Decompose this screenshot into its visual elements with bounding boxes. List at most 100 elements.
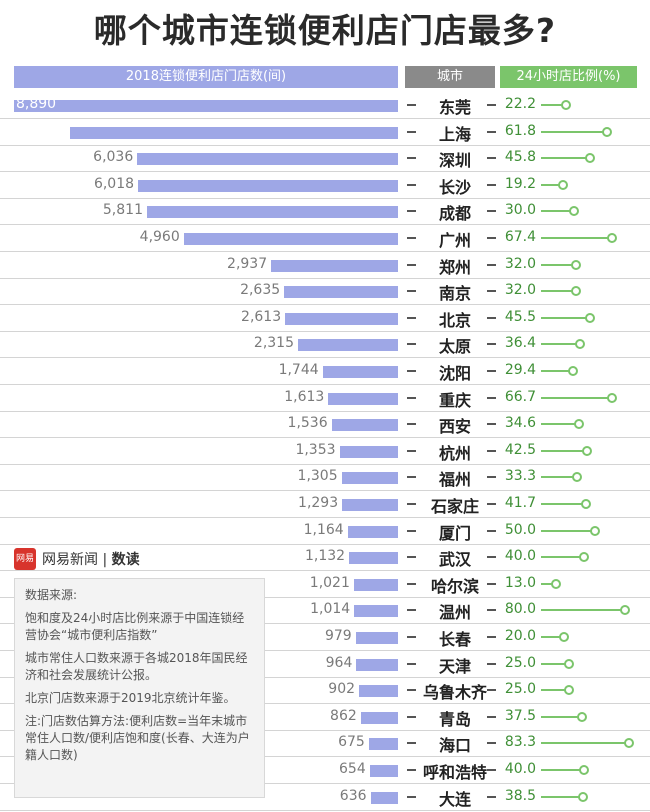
row-connector <box>487 183 496 186</box>
pct-dot <box>551 578 562 589</box>
store-count-label: 1,014 <box>310 601 351 618</box>
pct-dot <box>579 552 590 563</box>
pct-stem <box>541 529 593 532</box>
store-count-bar <box>137 153 398 166</box>
city-label: 温州 <box>438 603 471 623</box>
pct-stem <box>541 769 583 771</box>
pct-dot <box>575 339 586 350</box>
pct-stem <box>541 662 567 665</box>
notes-source-title: 数据来源: <box>25 588 78 602</box>
row-connector <box>487 689 496 692</box>
row-connector <box>407 157 416 160</box>
row-connector <box>487 503 496 505</box>
chart-row: 1,132 武汉 40.0 <box>0 544 650 572</box>
pct-stem <box>541 157 589 160</box>
pct-dot <box>568 206 579 217</box>
row-connector <box>407 290 416 293</box>
row-connector <box>407 263 416 266</box>
row-connector <box>487 742 496 745</box>
city-label: 郑州 <box>438 257 471 277</box>
netease-news-logo: 网易 网易新闻 | 数读 <box>14 547 140 571</box>
notes-source-2: 城市常住人口数来源于各城2018年国民经济和社会发展统计公报。 <box>25 651 248 682</box>
chart-row: 6,036 深圳 45.8 <box>0 145 650 173</box>
row-connector <box>487 476 496 479</box>
pct-stem <box>541 582 555 585</box>
city-label: 重庆 <box>438 390 471 410</box>
row-connector <box>407 237 416 239</box>
chart-row: 862 青岛 37.5 <box>0 704 650 731</box>
pct-stem <box>541 237 611 239</box>
store-count-label: 2,315 <box>253 335 294 352</box>
row-connector <box>487 237 496 239</box>
pct-stem <box>541 636 562 638</box>
pct-stem <box>541 290 574 293</box>
store-count-bar <box>369 765 398 777</box>
store-count-label: 4,960 <box>139 229 180 245</box>
pct-dot <box>581 445 592 456</box>
netease-logo-icon: 网易 <box>14 548 36 570</box>
pct-column-header: 24小时店比例(%) <box>500 66 637 88</box>
store-count-bar <box>147 206 398 219</box>
chart-row: 1,305 福州 33.3 <box>0 464 650 492</box>
pct-stem <box>541 503 584 505</box>
city-label: 太原 <box>438 337 471 357</box>
row-connector <box>407 529 416 532</box>
city-label: 广州 <box>438 231 471 250</box>
row-connector <box>487 449 496 452</box>
pct-label: 20.0 <box>504 628 536 644</box>
chart-row: 979 长春 20.0 <box>0 624 650 651</box>
row-connector <box>407 662 416 665</box>
pct-stem <box>541 423 577 426</box>
chart-row: 1,353 杭州 42.5 <box>0 438 650 465</box>
pct-dot <box>589 525 600 536</box>
row-connector <box>407 183 416 186</box>
row-connector <box>407 503 416 505</box>
city-label: 哈尔滨 <box>430 576 479 596</box>
pct-label: 37.5 <box>504 707 536 724</box>
store-count-label: 902 <box>328 681 356 698</box>
store-count-bar <box>353 578 398 591</box>
row-connector <box>407 556 416 559</box>
chart-row: 636 大连 38.5 <box>0 784 650 811</box>
row-connector <box>487 423 496 426</box>
pct-label: 25.0 <box>504 681 536 698</box>
pct-stem <box>541 715 580 718</box>
store-count-label: 1,613 <box>284 388 325 405</box>
pct-dot <box>620 605 631 616</box>
pct-dot <box>558 632 569 642</box>
pct-label: 40.0 <box>504 761 536 777</box>
city-label: 西安 <box>438 417 471 437</box>
pct-stem <box>541 556 583 559</box>
notes-source-3: 北京门店数来源于2019北京统计年鉴。 <box>25 691 236 705</box>
pct-dot <box>563 685 574 696</box>
chart-row: 2,613 北京 45.5 <box>0 305 650 332</box>
row-connector <box>487 636 496 638</box>
store-count-bar <box>298 339 398 352</box>
row-connector <box>487 795 496 798</box>
store-count-label: 1,744 <box>278 362 319 378</box>
store-count-label: 6,036 <box>93 149 134 166</box>
pct-label: 38.5 <box>504 787 536 804</box>
store-count-label: 2,613 <box>241 308 282 325</box>
row-connector <box>407 396 416 399</box>
pct-label: 61.8 <box>504 122 536 139</box>
store-count-label: 654 <box>339 761 366 777</box>
store-count-label: 675 <box>338 734 365 751</box>
store-count-label: 7,594 <box>16 122 57 139</box>
row-connector <box>487 157 496 160</box>
chart-row: 1,021 哈尔滨 13.0 <box>0 571 650 598</box>
city-label: 北京 <box>438 310 471 330</box>
store-count-bar <box>328 392 398 405</box>
city-label: 深圳 <box>438 151 471 171</box>
row-connector <box>487 316 496 319</box>
city-label: 福州 <box>438 470 471 490</box>
pct-dot <box>570 286 581 297</box>
row-connector <box>407 636 416 638</box>
row-connector <box>407 370 416 372</box>
store-count-bar <box>183 233 398 245</box>
pct-stem <box>541 396 610 399</box>
pct-label: 80.0 <box>504 601 536 618</box>
store-count-bar <box>14 100 398 112</box>
pct-dot <box>584 312 595 323</box>
store-count-label: 1,164 <box>303 521 344 538</box>
